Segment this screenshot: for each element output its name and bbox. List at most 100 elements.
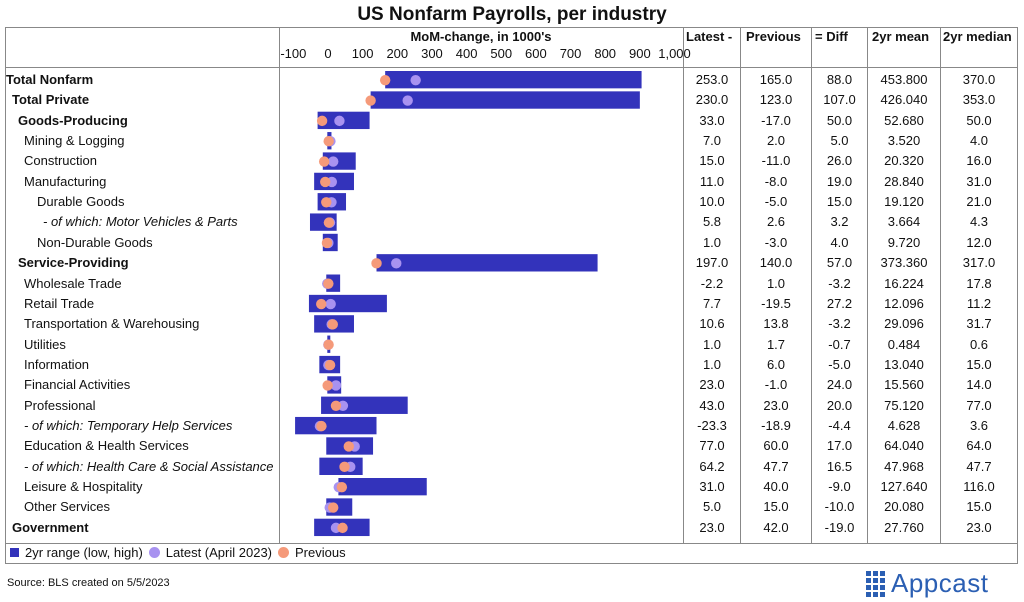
logo-text: Appcast (891, 568, 989, 598)
row-label: Financial Activities (24, 377, 131, 393)
latest-point (402, 95, 413, 106)
previous-point (321, 237, 333, 249)
cell-diff: 88.0 (826, 72, 853, 87)
cell-previous: -5.0 (764, 194, 788, 210)
cell-mean: 453.800 (880, 72, 928, 87)
range-bar (376, 254, 598, 272)
cell-previous: 2.0 (766, 133, 786, 149)
row-label: Utilities (24, 336, 66, 352)
cell-previous: 6.0 (766, 356, 786, 372)
cell-mean: 16.224 (884, 275, 924, 291)
col-divider (740, 28, 741, 544)
cell-previous: -18.9 (761, 417, 791, 433)
cell-median: 31.0 (966, 173, 992, 189)
cell-diff: 27.2 (826, 295, 853, 311)
cell-diff: 26.0 (826, 153, 853, 169)
previous-point (316, 420, 327, 432)
row-label: Total Nonfarm (6, 72, 94, 87)
latest-point (325, 298, 336, 310)
x-tick-label: 900 (628, 46, 651, 61)
cell-median: 21.0 (966, 194, 992, 210)
cell-latest: 253.0 (695, 72, 729, 87)
cell-mean: 9.720 (887, 234, 921, 250)
range-bar (338, 478, 427, 496)
cell-mean: 3.520 (887, 133, 921, 149)
cell-mean: 12.096 (884, 295, 924, 311)
cell-diff: 17.0 (826, 438, 853, 454)
cell-diff: 24.0 (826, 377, 853, 393)
chart-title: US Nonfarm Payrolls, per industry (357, 4, 667, 25)
cell-diff: -10.0 (824, 499, 855, 515)
cell-latest: 5.0 (702, 499, 722, 515)
cell-latest: 10.0 (699, 194, 725, 210)
latest-point (334, 115, 345, 127)
col-divider (279, 28, 280, 544)
source-note: Source: BLS created on 5/5/2023 (7, 577, 170, 589)
previous-point (324, 359, 336, 371)
cell-median: 31.7 (966, 316, 992, 332)
header-divider (6, 67, 1017, 68)
cell-diff: 4.0 (830, 234, 849, 250)
range-bar (295, 416, 377, 435)
header-diff: = Diff (815, 29, 848, 44)
cell-mean: 3.664 (887, 214, 921, 230)
cell-previous: 1.0 (766, 275, 786, 291)
cell-median: 50.0 (966, 112, 992, 128)
cell-previous: 40.0 (763, 479, 789, 494)
cell-median: 3.6 (969, 417, 989, 433)
row-label: Leisure & Hospitality (24, 479, 143, 494)
cell-diff: -3.2 (828, 275, 851, 291)
cell-median: 116.0 (963, 479, 995, 494)
legend-range-swatch (10, 548, 19, 557)
cell-latest: 197.0 (695, 255, 729, 271)
cell-previous: 2.6 (766, 214, 786, 230)
row-label: Other Services (24, 499, 110, 515)
x-tick-label: 100 (351, 46, 374, 61)
x-tick-label: 200 (386, 46, 409, 61)
header-median: 2yr median (943, 29, 1012, 44)
cell-mean: 29.096 (884, 316, 924, 332)
previous-point (330, 400, 342, 411)
previous-point (365, 95, 376, 106)
previous-point (327, 502, 339, 513)
cell-previous: 13.8 (763, 316, 789, 332)
cell-previous: -11.0 (761, 153, 791, 169)
cell-mean: 373.360 (880, 255, 928, 271)
cell-latest: 31.0 (699, 479, 725, 494)
cell-latest: 15.0 (699, 153, 725, 169)
cell-previous: 123.0 (759, 92, 793, 108)
cell-mean: 20.080 (884, 499, 924, 515)
cell-median: 23.0 (966, 519, 992, 535)
cell-previous: 140.0 (759, 255, 793, 271)
row-label: Service-Providing (18, 255, 129, 271)
cell-median: 11.2 (966, 295, 992, 311)
previous-point (339, 461, 350, 473)
header-mean: 2yr mean (872, 29, 930, 44)
row-label: Retail Trade (24, 295, 95, 311)
cell-latest: 230.0 (695, 92, 729, 108)
logo-grid-icon (866, 570, 885, 597)
cell-diff: 15.0 (826, 194, 853, 210)
cell-median: 4.0 (969, 133, 989, 149)
cell-mean: 19.120 (884, 194, 924, 210)
x-tick-label: 700 (559, 46, 582, 61)
row-label: Durable Goods (37, 194, 125, 210)
row-label: Government (12, 519, 89, 535)
cell-mean: 15.560 (884, 377, 924, 393)
x-tick-label: 800 (594, 46, 617, 61)
x-tick-label: 500 (490, 46, 513, 61)
cell-mean: 64.040 (884, 438, 924, 454)
cell-diff: 19.0 (826, 173, 853, 189)
latest-point (327, 156, 339, 167)
x-tick-label: 300 (421, 46, 443, 61)
cell-mean: 47.968 (884, 458, 924, 474)
range-bar (385, 71, 642, 89)
x-tick-label: 0 (324, 46, 332, 61)
legend-range-label: 2yr range (low, high) (25, 545, 143, 560)
previous-point (371, 258, 382, 269)
cell-previous: 23.0 (763, 397, 789, 413)
cell-diff: 57.0 (826, 255, 853, 271)
cell-median: 15.0 (966, 499, 992, 515)
previous-point (337, 522, 348, 534)
